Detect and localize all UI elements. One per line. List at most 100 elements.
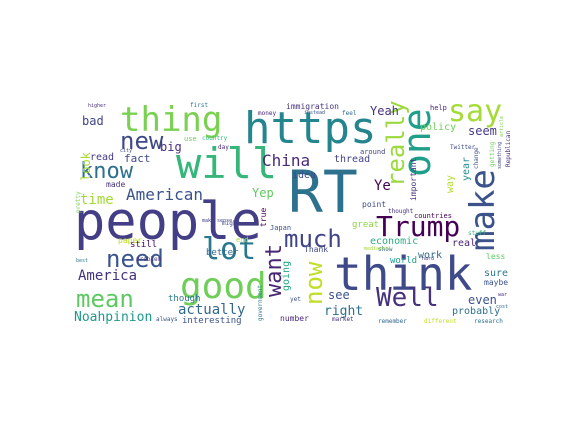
- word-yeah: Yeah: [370, 104, 399, 118]
- word-rt: RT: [288, 158, 358, 226]
- word-even: even: [468, 293, 497, 307]
- word-thing: thing: [120, 101, 223, 140]
- word-need: need: [106, 245, 164, 273]
- word-make-sense: make sense: [202, 218, 233, 224]
- word-feel: feel: [342, 110, 357, 117]
- word-better: better: [206, 248, 239, 258]
- word-true: true: [259, 207, 268, 227]
- word-end: end: [236, 236, 249, 244]
- word-see: see: [328, 288, 350, 302]
- word-number: number: [280, 314, 309, 323]
- word-something: something: [497, 141, 503, 169]
- word-work: work: [418, 250, 443, 261]
- word-always: always: [156, 316, 178, 323]
- word-maybe: maybe: [484, 278, 509, 287]
- word-now: now: [300, 261, 328, 305]
- word-fact: fact: [124, 152, 151, 165]
- word-time: time: [80, 192, 114, 208]
- word-new: new: [120, 127, 164, 155]
- word-around: around: [360, 148, 386, 156]
- word-people: people: [74, 192, 262, 252]
- word-bad: bad: [82, 114, 104, 128]
- word-government: government: [257, 284, 264, 321]
- word-much: much: [284, 225, 342, 253]
- word-probably: probably: [452, 306, 501, 317]
- word-mean: mean: [76, 285, 134, 313]
- word-great: great: [352, 220, 380, 230]
- word-think: think: [334, 247, 473, 301]
- word-ye: Ye: [374, 178, 391, 194]
- word-seem: seem: [468, 124, 497, 138]
- word-pretty: pretty: [75, 191, 82, 213]
- word-might: might: [222, 220, 241, 227]
- word-republican: Republican: [505, 130, 512, 167]
- word-getting: getting: [489, 141, 496, 167]
- word-first: first: [190, 102, 209, 109]
- word-read: read: [90, 152, 115, 163]
- word-twitter: Twitter: [450, 144, 476, 151]
- word-japan: Japan: [270, 224, 292, 232]
- word-noahpinion: Noahpinion: [74, 310, 153, 325]
- word-best: best: [76, 258, 89, 264]
- word-use: use: [184, 135, 197, 143]
- word-still: still: [130, 240, 158, 250]
- word-immigration: immigration: [286, 102, 339, 111]
- word-trump: Trump: [376, 210, 461, 243]
- word-thread: thread: [334, 154, 371, 165]
- word-though: though: [168, 294, 201, 304]
- word-country: country: [202, 135, 228, 142]
- word-china: China: [262, 151, 311, 170]
- word-article: article: [499, 115, 505, 137]
- word-will: will: [176, 139, 278, 188]
- word-show: show: [378, 246, 393, 253]
- word-less: less: [486, 252, 506, 261]
- word-instead: instead: [304, 110, 326, 116]
- word-sure: sure: [484, 268, 509, 279]
- word-made: made: [106, 180, 126, 189]
- word-problem: problem: [136, 256, 162, 263]
- word-war: war: [498, 292, 508, 298]
- word-policy: policy: [420, 122, 457, 133]
- word-lot: lot: [202, 232, 257, 267]
- word-market: market: [332, 316, 354, 323]
- word-remember: remember: [378, 318, 407, 325]
- word-help: help: [430, 104, 447, 112]
- word-good: good: [180, 266, 267, 307]
- word-way: way: [445, 174, 456, 193]
- word-different: different: [424, 318, 457, 325]
- word-https: https: [244, 103, 377, 154]
- word-interesting: interesting: [182, 316, 242, 326]
- word-mediaeval: mediaeval: [364, 246, 392, 252]
- word-say: say: [448, 101, 503, 129]
- word-higher: higher: [88, 103, 107, 109]
- word-paper: paper: [118, 236, 143, 245]
- word-research: research: [474, 318, 503, 325]
- word-going: going: [281, 260, 292, 291]
- word-right: right: [324, 304, 364, 319]
- word-know: know: [80, 159, 133, 184]
- word-real: real: [452, 238, 477, 249]
- word-economic: economic: [370, 236, 419, 247]
- word-cost: cost: [496, 304, 509, 310]
- word-actually: actually: [178, 302, 246, 318]
- word-point: point: [362, 200, 387, 209]
- word-cloud: people RT think https will good thing on…: [72, 101, 516, 328]
- word-thank: Thank: [304, 245, 329, 254]
- word-thought: thought: [388, 208, 414, 215]
- word-countries: countries: [414, 212, 452, 220]
- word-hard: hard: [422, 256, 435, 262]
- word-important: important: [409, 157, 418, 201]
- word-yep: Yep: [252, 186, 274, 200]
- word-year: year: [461, 156, 472, 181]
- word-america: America: [78, 268, 138, 284]
- word-day: day: [218, 144, 229, 151]
- word-idea: idea: [292, 170, 317, 181]
- word-stuff: stuff: [468, 230, 487, 237]
- word-yet: yet: [290, 296, 301, 303]
- word-big: big: [160, 140, 182, 154]
- word-world: world: [390, 256, 418, 266]
- word-american: American: [126, 185, 204, 204]
- word-city: city: [120, 148, 133, 154]
- word-money: money: [258, 110, 277, 117]
- word-change: change: [473, 147, 480, 169]
